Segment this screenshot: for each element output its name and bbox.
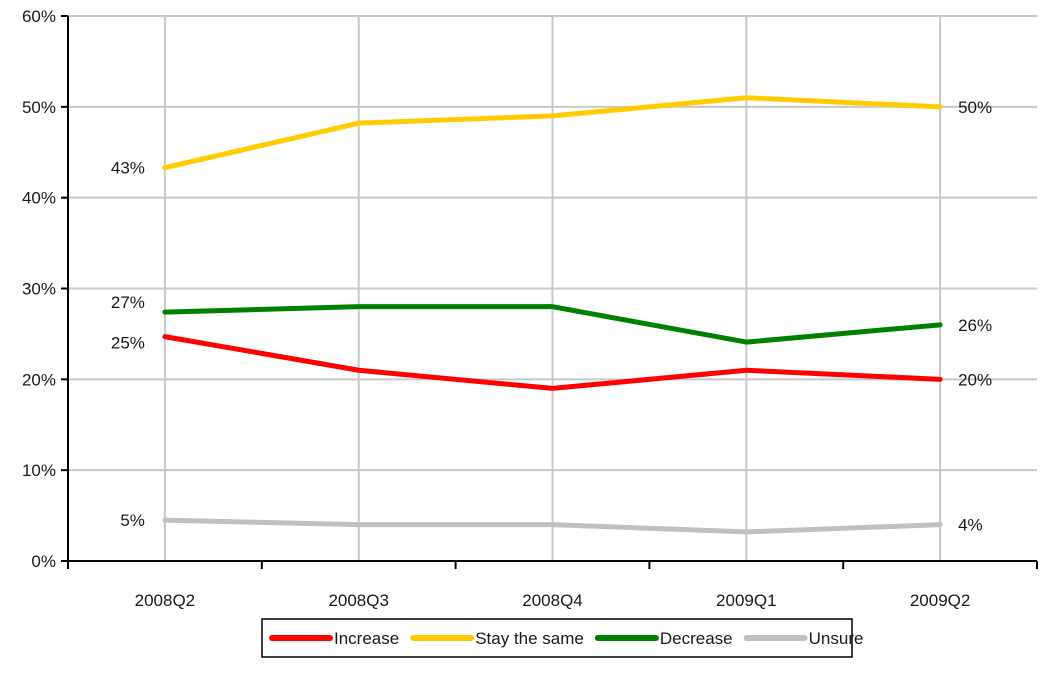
x-tick-label: 2008Q4: [522, 591, 583, 610]
axes: 0% 10% 20% 30% 40% 50% 60% 2008Q2 2008Q3 2008Q4 20…: [22, 7, 1038, 610]
x-tick-label: 2009Q1: [716, 591, 777, 610]
series-line-stay-the-same: [162, 95, 943, 171]
data-label-start: 43%: [111, 159, 145, 178]
y-tick-label: 40%: [22, 189, 56, 208]
data-label-start: 25%: [111, 334, 145, 353]
y-tick-label: 60%: [22, 7, 56, 26]
gridlines: [68, 15, 1037, 561]
data-label-end: 20%: [958, 370, 992, 389]
legend-label: Decrease: [660, 629, 733, 648]
legend-label: Unsure: [809, 629, 864, 648]
series-line-increase: [162, 334, 943, 391]
data-labels: 25% 20% 43% 50% 27% 26% 5% 4%: [111, 98, 992, 535]
y-tick-label: 10%: [22, 461, 56, 480]
series-line-decrease: [162, 304, 943, 345]
y-tick-label: 0%: [31, 552, 56, 571]
x-tick-label: 2008Q3: [328, 591, 389, 610]
x-tick-label: 2008Q2: [135, 591, 196, 610]
series-line-unsure: [162, 517, 943, 535]
legend: Increase Stay the same Decrease Unsure: [261, 618, 864, 658]
data-label-end: 26%: [958, 316, 992, 335]
data-label-end: 4%: [958, 516, 983, 535]
data-label-start: 5%: [120, 511, 145, 530]
series-lines: [162, 95, 943, 535]
data-label-start: 27%: [111, 293, 145, 312]
y-tick-label: 50%: [22, 98, 56, 117]
y-tick-label: 30%: [22, 280, 56, 299]
data-label-end: 50%: [958, 98, 992, 117]
y-tick-label: 20%: [22, 370, 56, 389]
legend-label: Increase: [334, 629, 399, 648]
x-tick-label: 2009Q2: [910, 591, 971, 610]
legend-label: Stay the same: [475, 629, 584, 648]
